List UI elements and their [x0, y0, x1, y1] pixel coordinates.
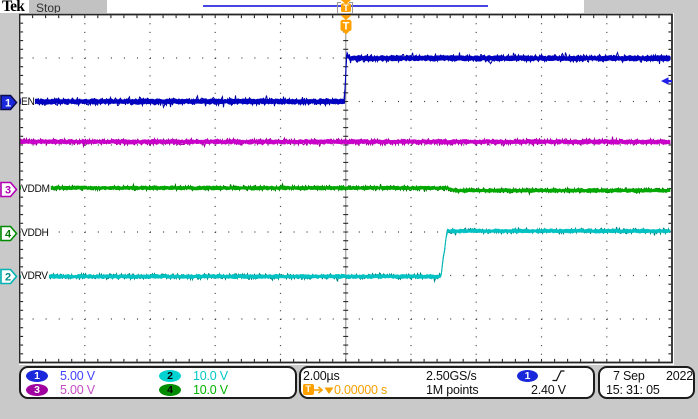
svg-text:3: 3: [5, 185, 11, 197]
svg-text:4: 4: [5, 229, 12, 241]
svg-text:T: T: [343, 20, 350, 32]
svg-text:1: 1: [5, 98, 11, 110]
svg-text:2: 2: [5, 272, 11, 284]
svg-text:T: T: [343, 3, 349, 13]
